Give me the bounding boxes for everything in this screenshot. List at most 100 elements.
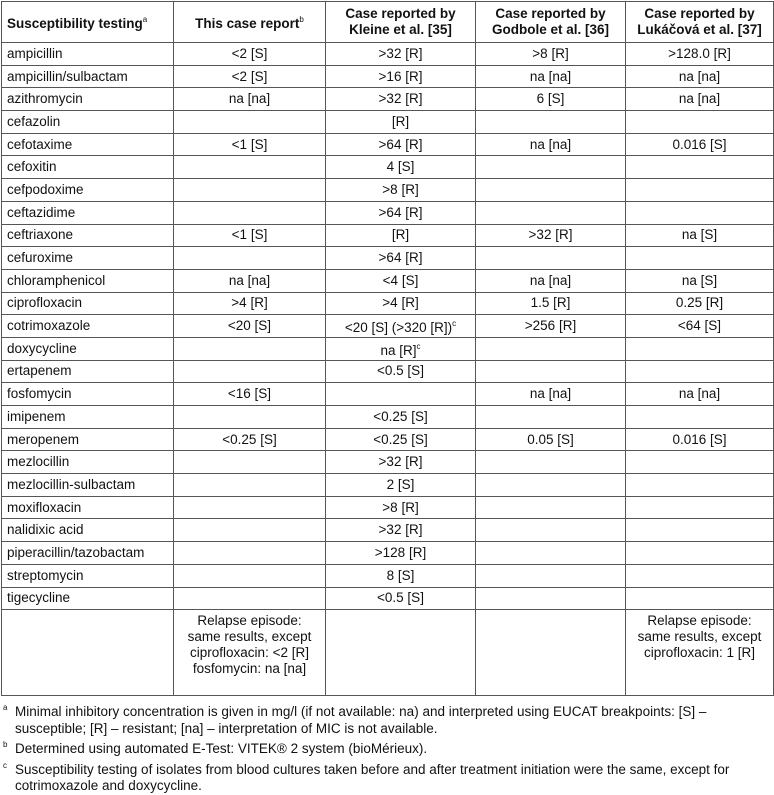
- mic-cell: <1 [S]: [173, 132, 326, 157]
- mic-cell: [625, 518, 774, 543]
- mic-cell: <2 [S]: [173, 42, 326, 66]
- table-row: cotrimoxazole <20 [S] <20 [S] (>320 [R])c >…: [1, 314, 774, 338]
- mic-cell: na [na]: [173, 268, 326, 293]
- column-header: Susceptibility testinga: [1, 1, 174, 43]
- relapse-cell: Relapse episode: same results, except ci…: [173, 609, 326, 697]
- mic-cell: [475, 200, 626, 225]
- table-row: ceftriaxone <1 [S] [R] >32 [R] na [S]: [1, 223, 774, 248]
- mic-cell: [475, 518, 626, 543]
- table-row: doxycycline na [R]c: [1, 336, 774, 361]
- antibiotic-name: ceftazidime: [1, 200, 174, 225]
- table-row: azithromycin na [na] >32 [R] 6 [S] na [na]: [1, 87, 774, 112]
- mic-cell: [475, 336, 626, 361]
- mic-cell: 0.016 [S]: [625, 427, 774, 452]
- antibiotic-name: cefpodoxime: [1, 178, 174, 202]
- column-header: This case reportb: [173, 1, 326, 43]
- table-row: fosfomycin <16 [S] na [na] na [na]: [1, 382, 774, 406]
- mic-cell: [173, 450, 326, 475]
- antibiotic-name: doxycycline: [1, 336, 174, 361]
- mic-cell: [R]: [325, 223, 476, 248]
- mic-cell: [625, 359, 774, 384]
- mic-cell: [475, 246, 626, 270]
- mic-cell: na [na]: [475, 132, 626, 157]
- mic-cell: >32 [R]: [325, 87, 476, 112]
- antibiotic-name: ampicillin: [1, 42, 174, 66]
- footnote-mark: a: [3, 703, 8, 712]
- mic-cell: [173, 541, 326, 565]
- mic-cell: <0.5 [S]: [325, 359, 476, 384]
- mic-cell: >128 [R]: [325, 541, 476, 565]
- mic-cell: [173, 495, 326, 520]
- mic-cell: 0.05 [S]: [475, 427, 626, 452]
- mic-cell: >128.0 [R]: [625, 42, 774, 66]
- mic-cell: [625, 246, 774, 270]
- mic-cell: [475, 586, 626, 611]
- mic-cell: <0.25 [S]: [325, 427, 476, 452]
- mic-cell: [625, 178, 774, 202]
- footnote: b Determined using automated E-Test: VITE…: [3, 737, 773, 758]
- mic-cell: >32 [R]: [325, 450, 476, 475]
- mic-cell: >16 [R]: [325, 64, 476, 89]
- mic-cell: 8 [S]: [325, 563, 476, 588]
- mic-cell: [475, 450, 626, 475]
- antibiotic-name: piperacillin/tazobactam: [1, 541, 174, 565]
- mic-cell: [R]: [325, 110, 476, 134]
- mic-cell: na [na]: [475, 268, 626, 293]
- mic-cell: [475, 405, 626, 429]
- antibiotic-name: mezlocillin-sulbactam: [1, 473, 174, 497]
- mic-cell: [625, 405, 774, 429]
- table-row: ampicillin/sulbactam <2 [S] >16 [R] na [na]…: [1, 64, 774, 89]
- mic-cell: [173, 155, 326, 180]
- antibiotic-name: azithromycin: [1, 87, 174, 112]
- mic-cell: <0.25 [S]: [325, 405, 476, 429]
- mic-cell: [173, 178, 326, 202]
- antibiotic-name: streptomycin: [1, 563, 174, 588]
- antibiotic-name: nalidixic acid: [1, 518, 174, 543]
- mic-cell: [475, 563, 626, 588]
- table-row: cefoxitin 4 [S]: [1, 155, 774, 180]
- column-header: Case reported by Lukáčová et al. [37]: [625, 1, 774, 43]
- mic-cell: na [na]: [625, 64, 774, 89]
- mic-cell: [625, 200, 774, 225]
- table-row: mezlocillin-sulbactam 2 [S]: [1, 473, 774, 497]
- mic-cell: [173, 586, 326, 611]
- mic-cell: >4 [R]: [325, 291, 476, 316]
- mic-cell: <0.5 [S]: [325, 586, 476, 611]
- table-row: streptomycin 8 [S]: [1, 563, 774, 588]
- mic-cell: >32 [R]: [475, 223, 626, 248]
- footnote: c Susceptibility testing of isolates from…: [3, 758, 773, 795]
- mic-cell: [475, 110, 626, 134]
- header-row: Susceptibility testinga This case reportb…: [1, 1, 774, 43]
- mic-cell: 1.5 [R]: [475, 291, 626, 316]
- mic-cell: [475, 155, 626, 180]
- mic-cell: 6 [S]: [475, 87, 626, 112]
- mic-cell: >64 [R]: [325, 132, 476, 157]
- antibiotic-name: cefuroxime: [1, 246, 174, 270]
- mic-cell: <16 [S]: [173, 382, 326, 406]
- column-header: Case reported by Kleine et al. [35]: [325, 1, 476, 43]
- susceptibility-table: Susceptibility testinga This case reportb…: [1, 1, 774, 697]
- mic-cell: [173, 200, 326, 225]
- footnote-mark: b: [3, 740, 8, 749]
- footnotes: a Minimal inhibitory concentration is giv…: [3, 700, 773, 795]
- mic-cell: na [S]: [625, 223, 774, 248]
- mic-cell: [173, 246, 326, 270]
- antibiotic-name: ertapenem: [1, 359, 174, 384]
- mic-cell: [625, 336, 774, 361]
- antibiotic-name: ceftriaxone: [1, 223, 174, 248]
- relapse-row: Relapse episode: same results, except ci…: [1, 609, 774, 697]
- antibiotic-name: chloramphenicol: [1, 268, 174, 293]
- mic-cell: <1 [S]: [173, 223, 326, 248]
- table-row: ciprofloxacin >4 [R] >4 [R] 1.5 [R] 0.25 [R]: [1, 291, 774, 316]
- mic-cell: >8 [R]: [325, 178, 476, 202]
- mic-cell: [173, 473, 326, 497]
- table-row: moxifloxacin >8 [R]: [1, 495, 774, 520]
- mic-cell: [475, 541, 626, 565]
- mic-cell: [173, 336, 326, 361]
- mic-cell: [625, 586, 774, 611]
- footnote-mark: b: [299, 15, 304, 24]
- antibiotic-name: fosfomycin: [1, 382, 174, 406]
- mic-cell: [625, 473, 774, 497]
- relapse-cell: [325, 609, 476, 697]
- mic-cell: [625, 450, 774, 475]
